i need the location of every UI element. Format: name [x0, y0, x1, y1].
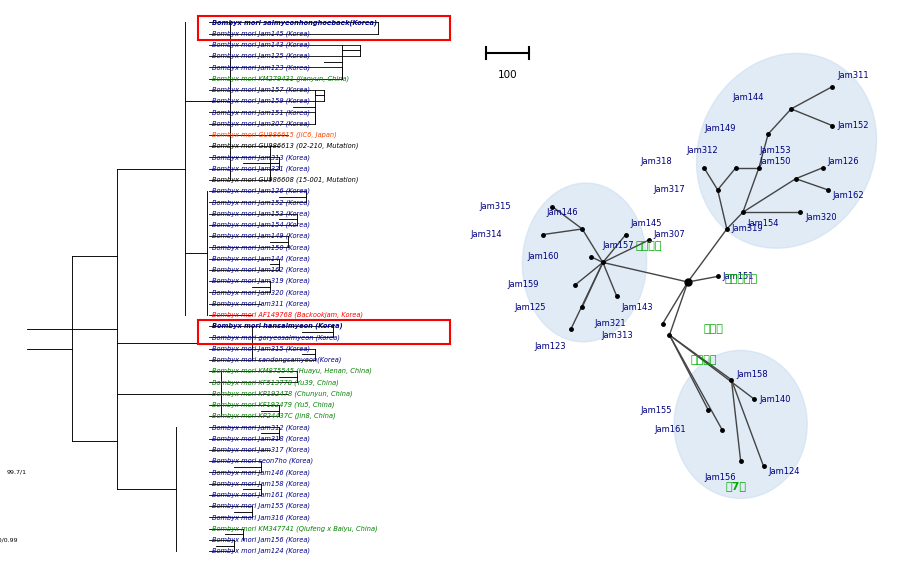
Text: Bombyx mori Jam162 (Korea): Bombyx mori Jam162 (Korea) — [211, 267, 310, 273]
Text: Bombyx mori Jam321 (Korea): Bombyx mori Jam321 (Korea) — [211, 165, 310, 172]
Text: Jam140: Jam140 — [759, 395, 790, 404]
Text: Jam152: Jam152 — [837, 121, 869, 130]
Text: Jam314: Jam314 — [470, 230, 502, 239]
Text: Jam145: Jam145 — [631, 219, 662, 228]
Text: Jam146: Jam146 — [546, 208, 577, 217]
Text: Jam150: Jam150 — [760, 157, 791, 166]
Text: Bombyx mori salmyeonhonghoebaek(Korea): Bombyx mori salmyeonhonghoebaek(Korea) — [211, 19, 376, 25]
Text: Bombyx mori Jam315 (Korea): Bombyx mori Jam315 (Korea) — [211, 345, 310, 352]
Text: Bombyx mori Jam318 (Korea): Bombyx mori Jam318 (Korea) — [211, 435, 310, 442]
Text: Bombyx mori Jam149 (Korea): Bombyx mori Jam149 (Korea) — [211, 233, 310, 239]
Text: Jam318: Jam318 — [640, 157, 672, 166]
Text: Bombyx mori GU986613 (02-210, Mutation): Bombyx mori GU986613 (02-210, Mutation) — [211, 143, 358, 149]
Text: Bombyx mori Jam157 (Korea): Bombyx mori Jam157 (Korea) — [211, 87, 310, 93]
Text: Bombyx mori KP24437C (Jin8, China): Bombyx mori KP24437C (Jin8, China) — [211, 413, 336, 420]
Text: Bombyx mori Jam320 (Korea): Bombyx mori Jam320 (Korea) — [211, 289, 310, 296]
Text: Jam311: Jam311 — [837, 71, 869, 80]
Text: Jam158: Jam158 — [736, 369, 768, 378]
Text: Jam162: Jam162 — [833, 191, 864, 200]
Text: 삼면홍회백: 삼면홍회백 — [724, 274, 757, 284]
Text: Bombyx mori Jam154 (Korea): Bombyx mori Jam154 (Korea) — [211, 222, 310, 228]
Text: Bombyx mori KF192479 (Yu5, China): Bombyx mori KF192479 (Yu5, China) — [211, 402, 334, 408]
Text: Bombyx mori GU986615 (JiC6, Japan): Bombyx mori GU986615 (JiC6, Japan) — [211, 131, 337, 138]
Text: Bombyx mori Jam152 (Korea): Bombyx mori Jam152 (Korea) — [211, 199, 310, 206]
Text: 100/0.99: 100/0.99 — [0, 537, 18, 543]
Ellipse shape — [523, 183, 646, 342]
Text: Jam151: Jam151 — [722, 272, 754, 281]
Text: Bombyx mori sandongsamyeon(Korea): Bombyx mori sandongsamyeon(Korea) — [211, 356, 341, 363]
Text: Bombyx mori Jam158 (Korea): Bombyx mori Jam158 (Korea) — [211, 481, 310, 487]
Text: Bombyx mori Jam143 (Korea): Bombyx mori Jam143 (Korea) — [211, 42, 310, 48]
Text: Jam313: Jam313 — [601, 331, 632, 340]
Ellipse shape — [674, 350, 807, 499]
Text: Jam157: Jam157 — [603, 241, 634, 250]
Text: Jam161: Jam161 — [654, 425, 686, 434]
Text: Bombyx mori Jam156 (Korea): Bombyx mori Jam156 (Korea) — [211, 536, 310, 543]
Text: Bombyx mori hansalmyeon (Korea): Bombyx mori hansalmyeon (Korea) — [211, 323, 342, 329]
Text: Bombyx mori goryeosalmyeon (Korea): Bombyx mori goryeosalmyeon (Korea) — [211, 334, 339, 341]
Text: Jam124: Jam124 — [768, 468, 799, 477]
Text: 선7호: 선7호 — [726, 481, 747, 491]
Text: Bombyx mori Jam161 (Korea): Bombyx mori Jam161 (Korea) — [211, 492, 310, 498]
Text: Bombyx mori Jam313 (Korea): Bombyx mori Jam313 (Korea) — [211, 154, 310, 161]
Text: Jam154: Jam154 — [748, 219, 779, 228]
Text: Bombyx mori Jam145 (Korea): Bombyx mori Jam145 (Korea) — [211, 30, 310, 37]
Text: Bombyx mori Jam146 (Korea): Bombyx mori Jam146 (Korea) — [211, 469, 310, 475]
Text: Bombyx mori Jam126 (Korea): Bombyx mori Jam126 (Korea) — [211, 188, 310, 195]
Text: Bombyx mori Jam150 (Korea): Bombyx mori Jam150 (Korea) — [211, 244, 310, 250]
Text: Bombyx mori Jam316 (Korea): Bombyx mori Jam316 (Korea) — [211, 514, 310, 521]
Text: Bombyx mori Jam317 (Korea): Bombyx mori Jam317 (Korea) — [211, 447, 310, 453]
Text: Jam160: Jam160 — [527, 252, 560, 261]
Text: Jam315: Jam315 — [479, 202, 511, 211]
Ellipse shape — [696, 54, 877, 248]
Text: Jam144: Jam144 — [732, 93, 763, 102]
Bar — [198, 16, 450, 40]
Text: Bombyx mori Jam123 (Korea): Bombyx mori Jam123 (Korea) — [211, 64, 310, 70]
Text: Bombyx mori GU986608 (15-001, Mutation): Bombyx mori GU986608 (15-001, Mutation) — [211, 177, 358, 183]
Text: Bombyx mori KM347741 (Qiufeng x Baiyu, China): Bombyx mori KM347741 (Qiufeng x Baiyu, C… — [211, 526, 377, 532]
Text: Jam123: Jam123 — [535, 342, 566, 351]
Text: Jam143: Jam143 — [621, 303, 653, 312]
Text: Bombyx mori Jam151 (Korea): Bombyx mori Jam151 (Korea) — [211, 109, 310, 116]
Text: Jam156: Jam156 — [704, 473, 736, 482]
Text: Bombyx mori KM875545 (Huayu, Henan, China): Bombyx mori KM875545 (Huayu, Henan, Chin… — [211, 368, 372, 374]
Text: Bombyx mori KP192478 (Chunyun, China): Bombyx mori KP192478 (Chunyun, China) — [211, 390, 352, 397]
Text: Jam125: Jam125 — [514, 303, 546, 312]
Bar — [198, 320, 450, 343]
Text: Bombyx mori Jam155 (Korea): Bombyx mori Jam155 (Korea) — [211, 503, 310, 509]
Text: Bombyx mori KM279431 (Jianyun, China): Bombyx mori KM279431 (Jianyun, China) — [211, 76, 349, 82]
Text: Jam312: Jam312 — [686, 146, 717, 155]
Text: Bombyx mori Jam144 (Korea): Bombyx mori Jam144 (Korea) — [211, 255, 310, 262]
Text: Bombyx mori Jam319 (Korea): Bombyx mori Jam319 (Korea) — [211, 278, 310, 284]
Text: Bombyx mori Jam125 (Korea): Bombyx mori Jam125 (Korea) — [211, 53, 310, 59]
Text: Jam153: Jam153 — [759, 146, 790, 155]
Text: Jam126: Jam126 — [828, 157, 859, 166]
Text: Jam149: Jam149 — [704, 124, 736, 133]
Text: 고려삼면: 고려삼면 — [691, 355, 717, 365]
Text: 한삼면: 한삼면 — [703, 324, 723, 334]
Text: Jam159: Jam159 — [507, 280, 538, 289]
Text: Jam317: Jam317 — [654, 186, 686, 195]
Text: 산동삼면: 산동삼면 — [635, 241, 662, 251]
Text: Bombyx mori Jam124 (Korea): Bombyx mori Jam124 (Korea) — [211, 548, 310, 554]
Text: Bombyx mori Jam311 (Korea): Bombyx mori Jam311 (Korea) — [211, 301, 310, 307]
Text: Jam155: Jam155 — [640, 406, 672, 415]
Text: 99.7/1: 99.7/1 — [7, 470, 27, 475]
Text: Jam319: Jam319 — [731, 224, 763, 233]
Text: Bombyx mori Jam159 (Korea): Bombyx mori Jam159 (Korea) — [211, 98, 310, 104]
Text: Bombyx mori seon7ho (Korea): Bombyx mori seon7ho (Korea) — [211, 458, 313, 464]
Text: 100: 100 — [498, 70, 517, 80]
Text: Bombyx mori Jam307 (Korea): Bombyx mori Jam307 (Korea) — [211, 120, 310, 127]
Text: Jam307: Jam307 — [654, 230, 685, 239]
Text: Jam320: Jam320 — [805, 213, 836, 222]
Text: Bombyx mori Jam153 (Korea): Bombyx mori Jam153 (Korea) — [211, 210, 310, 217]
Text: Bombyx mori AF149768 (Backookjam, Korea): Bombyx mori AF149768 (Backookjam, Korea) — [211, 312, 362, 318]
Text: Bombyx mori KF513778 (Yu39, China): Bombyx mori KF513778 (Yu39, China) — [211, 379, 338, 386]
Text: Jam321: Jam321 — [594, 319, 626, 328]
Text: Bombyx mori Jam312 (Korea): Bombyx mori Jam312 (Korea) — [211, 424, 310, 431]
